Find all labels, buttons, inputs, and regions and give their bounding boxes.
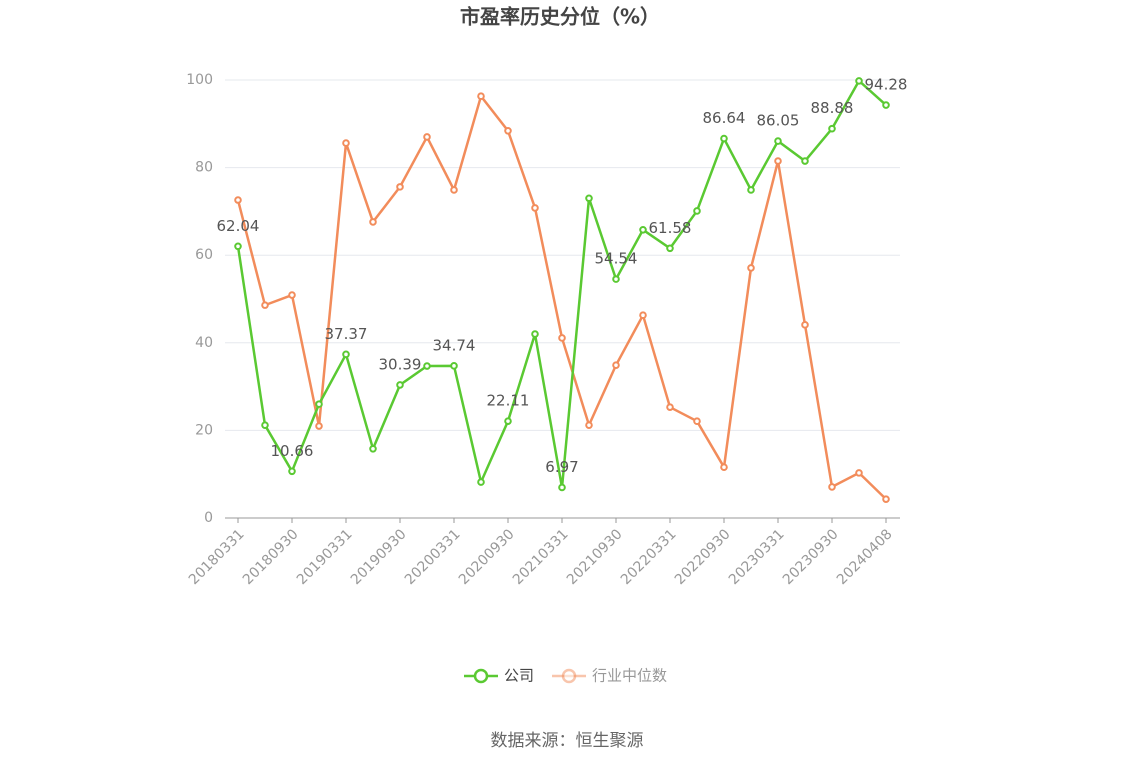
point xyxy=(234,242,242,251)
point xyxy=(288,467,296,476)
point xyxy=(774,137,782,145)
point xyxy=(828,124,836,133)
point xyxy=(882,101,890,109)
value-label: 6.97 xyxy=(545,458,578,476)
legend-label: 公司 xyxy=(504,667,534,685)
x-tick-label: 20200331 xyxy=(402,526,464,588)
y-tick-label: 20 xyxy=(195,422,213,438)
source: 数据来源：恒生聚源 xyxy=(491,731,644,751)
point xyxy=(801,321,809,329)
point xyxy=(261,301,269,309)
point xyxy=(504,417,512,425)
point xyxy=(585,194,593,203)
point xyxy=(720,134,728,143)
value-label: 61.58 xyxy=(649,219,692,237)
y-tick-label: 100 xyxy=(186,72,213,88)
value-label: 88.88 xyxy=(811,99,854,117)
point xyxy=(828,483,836,491)
x-tick-label: 20230331 xyxy=(726,526,788,588)
x-tick-label: 20240408 xyxy=(834,526,896,588)
point xyxy=(639,225,647,234)
point xyxy=(504,127,512,135)
point xyxy=(342,139,350,147)
point xyxy=(450,362,458,370)
point xyxy=(558,334,566,342)
point xyxy=(531,204,539,212)
point xyxy=(396,183,404,191)
point xyxy=(747,264,755,272)
point xyxy=(693,417,701,426)
x-tick-label: 20200930 xyxy=(456,526,518,588)
x-tick-label: 20220331 xyxy=(618,526,680,588)
y-tick-label: 60 xyxy=(195,247,213,263)
value-label: 10.66 xyxy=(271,442,314,460)
point xyxy=(234,196,242,204)
value-label: 22.11 xyxy=(487,392,530,410)
value-label: 86.05 xyxy=(757,112,800,130)
point xyxy=(558,483,566,492)
legend-marker xyxy=(561,668,577,684)
value-label: 34.74 xyxy=(433,336,476,354)
x-tick-label: 20220930 xyxy=(672,526,734,588)
point xyxy=(666,403,674,411)
point xyxy=(396,381,404,389)
point xyxy=(477,92,485,101)
series-line xyxy=(236,93,887,501)
point xyxy=(720,463,728,471)
y-tick-label: 0 xyxy=(204,510,213,526)
point xyxy=(585,421,593,429)
point xyxy=(369,218,377,226)
point xyxy=(882,495,890,503)
x-tick-label: 20230930 xyxy=(780,526,842,588)
chart-title: 市盈率历史分位（%） xyxy=(460,5,660,29)
point xyxy=(639,311,647,320)
x-tick-label: 20190331 xyxy=(294,526,356,588)
point xyxy=(693,207,701,215)
point xyxy=(531,330,539,338)
point xyxy=(477,478,485,486)
legend-label: 行业中位数 xyxy=(592,667,667,685)
value-label: 54.54 xyxy=(595,250,638,268)
value-label: 62.04 xyxy=(217,217,260,235)
x-tick-label: 20190930 xyxy=(348,526,410,588)
point xyxy=(288,291,296,299)
point xyxy=(423,133,431,141)
x-tick-label: 20180331 xyxy=(186,526,248,588)
point xyxy=(369,444,377,453)
value-label: 37.37 xyxy=(325,325,368,343)
point xyxy=(450,186,458,194)
point xyxy=(801,157,809,165)
value-label: 94.28 xyxy=(865,76,908,94)
point xyxy=(747,186,755,194)
x-tick-label: 20180930 xyxy=(240,526,302,588)
point xyxy=(315,422,323,430)
point xyxy=(774,157,782,165)
point xyxy=(666,244,674,253)
point xyxy=(612,361,620,369)
x-tick-label: 20210930 xyxy=(564,526,626,588)
x-tick-label: 20210331 xyxy=(510,526,572,588)
point xyxy=(855,469,863,477)
point xyxy=(423,362,431,370)
value-label: 30.39 xyxy=(379,355,422,373)
y-tick-label: 40 xyxy=(195,335,213,351)
legend-marker xyxy=(473,668,489,684)
point xyxy=(315,400,323,408)
point xyxy=(342,350,350,359)
point xyxy=(261,421,269,429)
y-tick-label: 80 xyxy=(195,160,213,176)
value-label: 86.64 xyxy=(703,109,746,127)
series-line xyxy=(236,78,887,488)
point xyxy=(612,275,620,283)
point xyxy=(855,77,863,85)
